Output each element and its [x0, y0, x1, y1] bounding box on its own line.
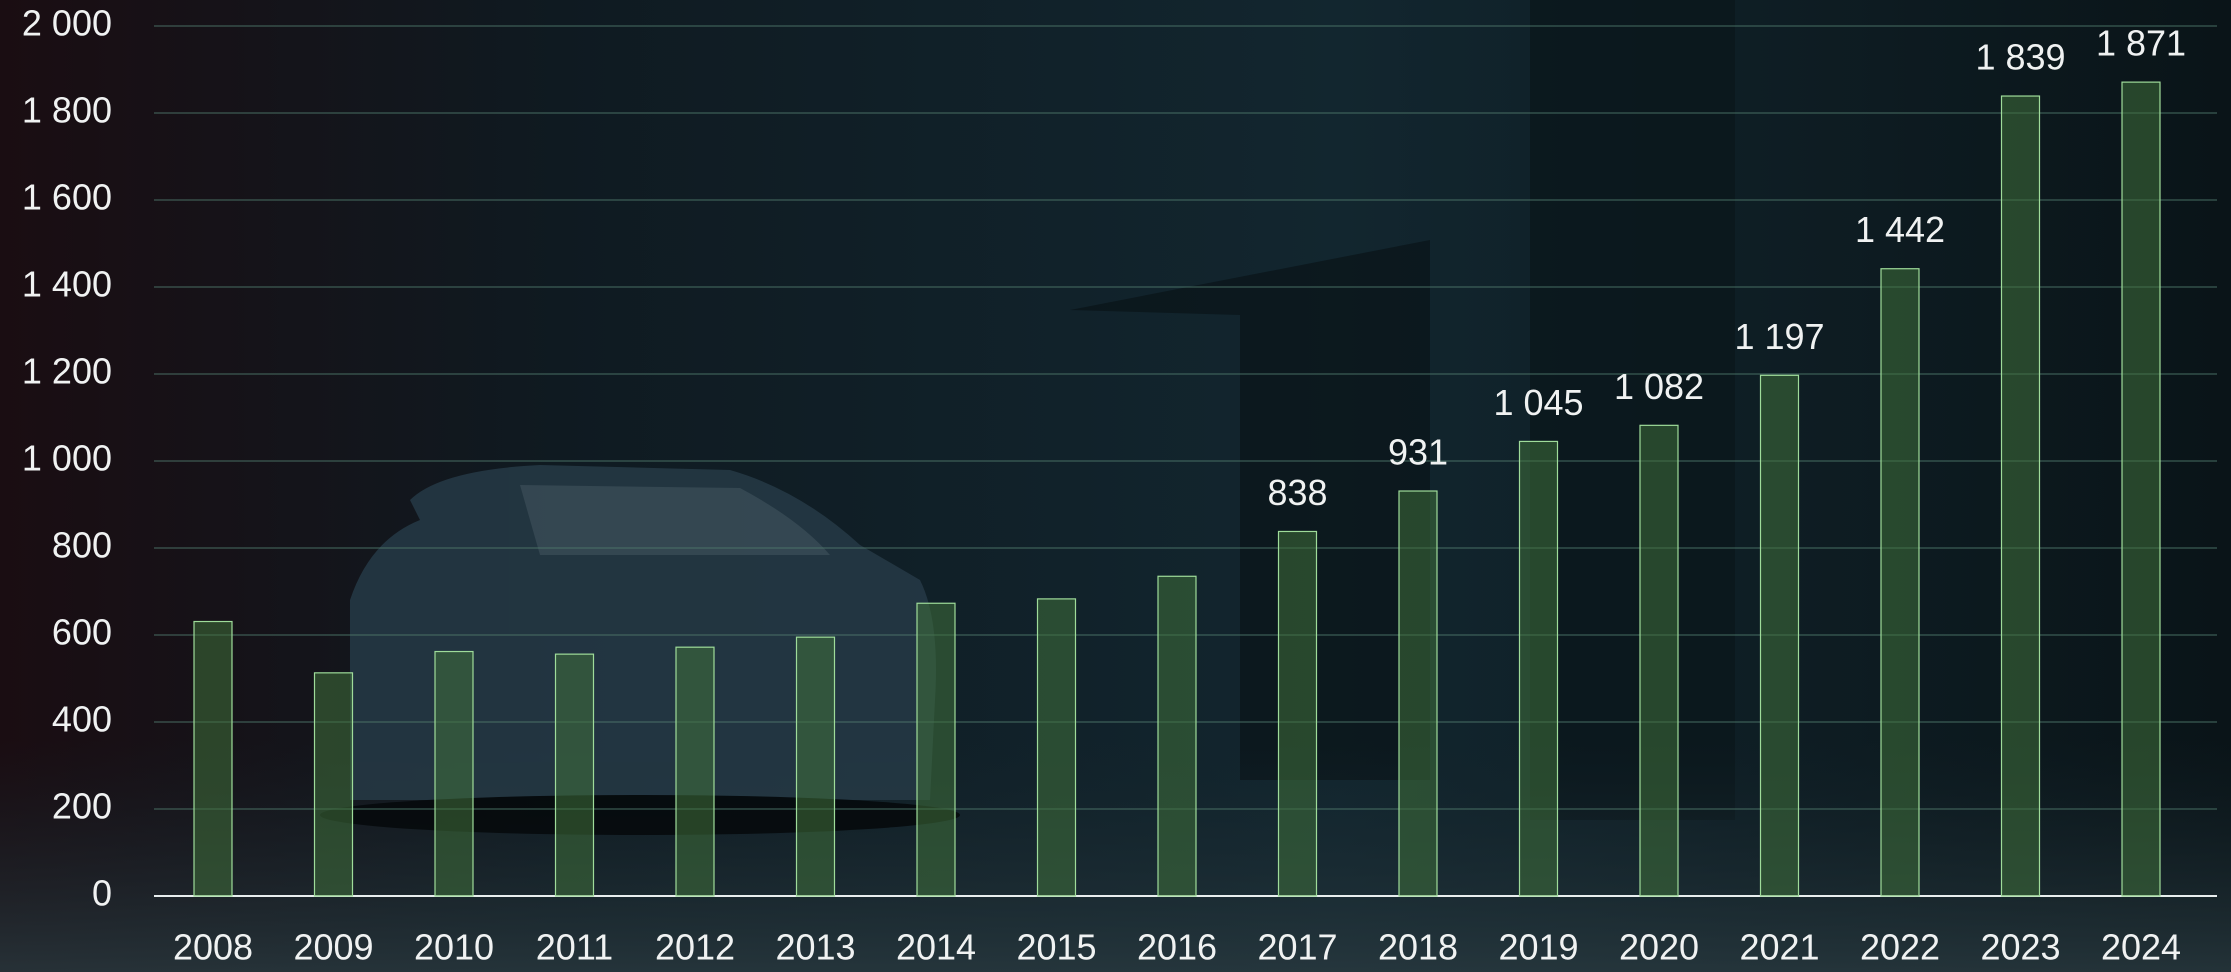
- y-tick-label: 600: [52, 612, 112, 653]
- y-tick-label: 1 800: [22, 90, 112, 131]
- value-label: 1 197: [1734, 316, 1824, 357]
- bar: [193, 620, 233, 897]
- x-tick-label: 2012: [655, 927, 735, 968]
- y-tick-label: 1 600: [22, 177, 112, 218]
- x-tick-label: 2020: [1619, 927, 1699, 968]
- x-tick-label: 2013: [775, 927, 855, 968]
- x-tick-label: 2009: [293, 927, 373, 968]
- value-label: 1 045: [1493, 382, 1583, 423]
- y-tick-label: 400: [52, 699, 112, 740]
- value-label: 838: [1267, 472, 1327, 513]
- y-tick-label: 1 000: [22, 438, 112, 479]
- value-label: 1 871: [2096, 23, 2186, 64]
- bar: [313, 672, 354, 897]
- y-tick-label: 1 200: [22, 351, 112, 392]
- value-label: 1 442: [1855, 209, 1945, 250]
- bar: [795, 636, 836, 897]
- bar: [916, 602, 956, 897]
- x-tick-label: 2019: [1498, 927, 1578, 968]
- bar: [1036, 598, 1077, 897]
- background-wall: [1070, 240, 1430, 780]
- y-tick-label: 2 000: [22, 3, 112, 44]
- x-tick-label: 2014: [896, 927, 976, 968]
- car-silhouette: [320, 465, 960, 835]
- y-tick-label: 0: [92, 873, 112, 914]
- value-label: 1 839: [1975, 37, 2065, 78]
- x-tick-label: 2008: [173, 927, 253, 968]
- bar: [2000, 95, 2041, 897]
- x-tick-label: 2022: [1860, 927, 1940, 968]
- y-tick-label: 200: [52, 786, 112, 827]
- background-pillar: [1530, 0, 1735, 820]
- x-tick-label: 2018: [1378, 927, 1458, 968]
- bar: [2121, 81, 2161, 897]
- bar: [1639, 424, 1679, 897]
- value-label: 931: [1388, 432, 1448, 473]
- bar: [675, 646, 715, 897]
- x-tick-label: 2016: [1137, 927, 1217, 968]
- y-tick-label: 1 400: [22, 264, 112, 305]
- bar: [1157, 575, 1197, 897]
- bar: [554, 653, 595, 897]
- bar: [1277, 530, 1318, 897]
- x-tick-label: 2021: [1739, 927, 1819, 968]
- x-tick-label: 2010: [414, 927, 494, 968]
- y-tick-label: 800: [52, 525, 112, 566]
- bar: [434, 650, 474, 897]
- bar: [1398, 490, 1438, 897]
- x-tick-label: 2017: [1257, 927, 1337, 968]
- value-label: 1 082: [1614, 366, 1704, 407]
- bar: [1759, 374, 1800, 897]
- x-tick-label: 2011: [536, 927, 613, 968]
- bar: [1880, 268, 1920, 897]
- x-tick-label: 2024: [2101, 927, 2181, 968]
- x-tick-label: 2023: [1980, 927, 2060, 968]
- bar: [1518, 440, 1559, 897]
- x-tick-label: 2015: [1016, 927, 1096, 968]
